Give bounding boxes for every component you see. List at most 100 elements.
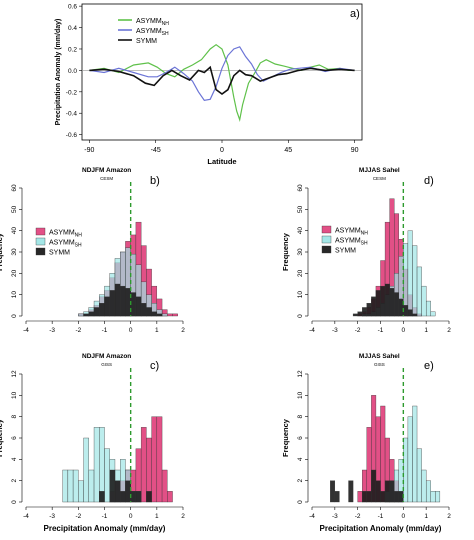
y-tick-label: 30 (11, 248, 18, 256)
bar-asym_nh (172, 313, 178, 317)
bar-symm (83, 313, 89, 317)
panel-title: NDJFM Amazon (82, 353, 131, 360)
bar-symm (88, 311, 95, 317)
x-axis-label: Precipitation Anomaly (mm/day) (44, 524, 166, 533)
bar-symm (130, 491, 137, 503)
x-tick-label: -1 (378, 513, 384, 520)
legend-subscript: SH (162, 31, 169, 37)
y-tick-label: 10 (11, 291, 18, 299)
y-axis-label: Precipitation Anomaly (mm/day) (55, 19, 62, 126)
y-tick-label: 40 (297, 227, 304, 235)
x-tick-label: 45 (284, 147, 292, 154)
bar-asym_nh (366, 427, 372, 503)
legend-label-asym_nh: ASYMMNH (49, 230, 82, 239)
legend-swatch-symm (35, 247, 46, 256)
x-tick-label: 0 (129, 513, 133, 520)
bar-asym_nh (380, 405, 386, 503)
y-tick-label: 0.2 (68, 46, 77, 53)
x-tick-label: 2 (181, 513, 185, 520)
bar-symm (380, 285, 386, 317)
panel-label: a) (350, 8, 360, 20)
y-tick-label: 2 (11, 478, 18, 482)
x-tick-label: -4 (23, 327, 29, 334)
bar-symm (371, 469, 377, 503)
legend-swatch-asym_sh (321, 235, 332, 244)
x-tick-label: -2 (75, 513, 81, 520)
y-tick-label: 30 (297, 248, 304, 256)
bar-symm (99, 303, 105, 317)
panel-subtitle: CESM (100, 176, 113, 181)
series-line-symm (89, 65, 355, 95)
bar-asym_sh (161, 313, 168, 317)
y-tick-label: 12 (297, 370, 304, 378)
bar-symm (151, 311, 158, 317)
bar-symm (140, 303, 147, 317)
x-tick-label: -3 (49, 513, 55, 520)
bar-symm (384, 283, 390, 317)
y-tick-label: 20 (11, 269, 18, 277)
bar-asym_sh (62, 469, 69, 503)
y-tick-label: 10 (297, 391, 304, 399)
x-tick-label: 2 (447, 513, 451, 520)
bar-asym_nh (156, 416, 163, 503)
x-tick-label: -3 (332, 513, 338, 520)
legend-label-asym_sh: ASYMMSH (49, 240, 82, 249)
legend-swatch-asym_sh (35, 237, 46, 246)
x-tick-label: 0 (402, 513, 406, 520)
x-tick-label: 0 (129, 327, 133, 334)
bar-symm (99, 491, 105, 503)
bar-symm (93, 307, 100, 317)
y-tick-label: -0.2 (66, 89, 78, 96)
bar-symm (371, 296, 377, 317)
y-tick-label: 0.4 (68, 25, 77, 32)
plot-frame (81, 3, 363, 141)
y-axis-label: Frequency (0, 232, 4, 271)
bar-symm (375, 480, 381, 503)
y-tick-label: 0 (11, 314, 18, 318)
y-tick-label: 0 (297, 314, 304, 318)
bar-asym_nh (167, 313, 173, 317)
x-tick-label: -4 (309, 513, 315, 520)
y-tick-label: 6 (11, 436, 18, 440)
x-tick-label: -3 (332, 327, 338, 334)
panel-a: -90 -45 0 45 90 -0.6 -0.4 -0.2 0.0 0.2 0.4 0.6 Latit… (55, 3, 363, 166)
bar-asym_sh (416, 448, 422, 503)
panel-subtitle: GISS (374, 362, 385, 367)
bar-asym_sh (412, 405, 418, 503)
x-tick-label: -4 (309, 327, 315, 334)
bar-symm (366, 303, 372, 317)
x-tick-label: -2 (355, 327, 361, 334)
bar-symm (125, 288, 131, 317)
x-tick-label: 2 (181, 327, 185, 334)
bar-symm (125, 480, 131, 503)
y-axis-label: Frequency (281, 418, 290, 457)
panel-label: e) (424, 360, 434, 372)
bar-asym_sh (407, 416, 413, 503)
y-tick-label: 60 (297, 184, 304, 192)
bar-asym_sh (425, 480, 431, 503)
legend-swatch-asym_nh (35, 227, 46, 236)
y-tick-label: 12 (11, 370, 18, 378)
panel-subtitle: CESM (373, 176, 386, 181)
legend-subscript: NH (162, 21, 170, 27)
bar-symm (120, 285, 126, 317)
bar-symm (135, 296, 142, 317)
y-tick-label: 0 (11, 500, 18, 504)
bar-symm (412, 313, 418, 317)
legend-label-asym_sh: ASYMMSH (335, 238, 368, 247)
panel-label: c) (150, 360, 159, 372)
bar-asym_sh (435, 491, 441, 503)
bar-asym_sh (430, 491, 436, 503)
x-tick-label: -90 (84, 147, 94, 154)
bar-symm (375, 290, 381, 317)
panel-c: -4 -3 -2 -1 0 1 2024681012FrequencyPrecipitati… (0, 353, 185, 533)
y-tick-label: 10 (297, 291, 304, 299)
y-axis-label: Frequency (281, 232, 290, 271)
panel-label: d) (424, 175, 434, 187)
legend-label-symm: SYMM (335, 248, 356, 255)
bar-asym_sh (412, 245, 418, 317)
bar-asym_nh (161, 469, 168, 503)
